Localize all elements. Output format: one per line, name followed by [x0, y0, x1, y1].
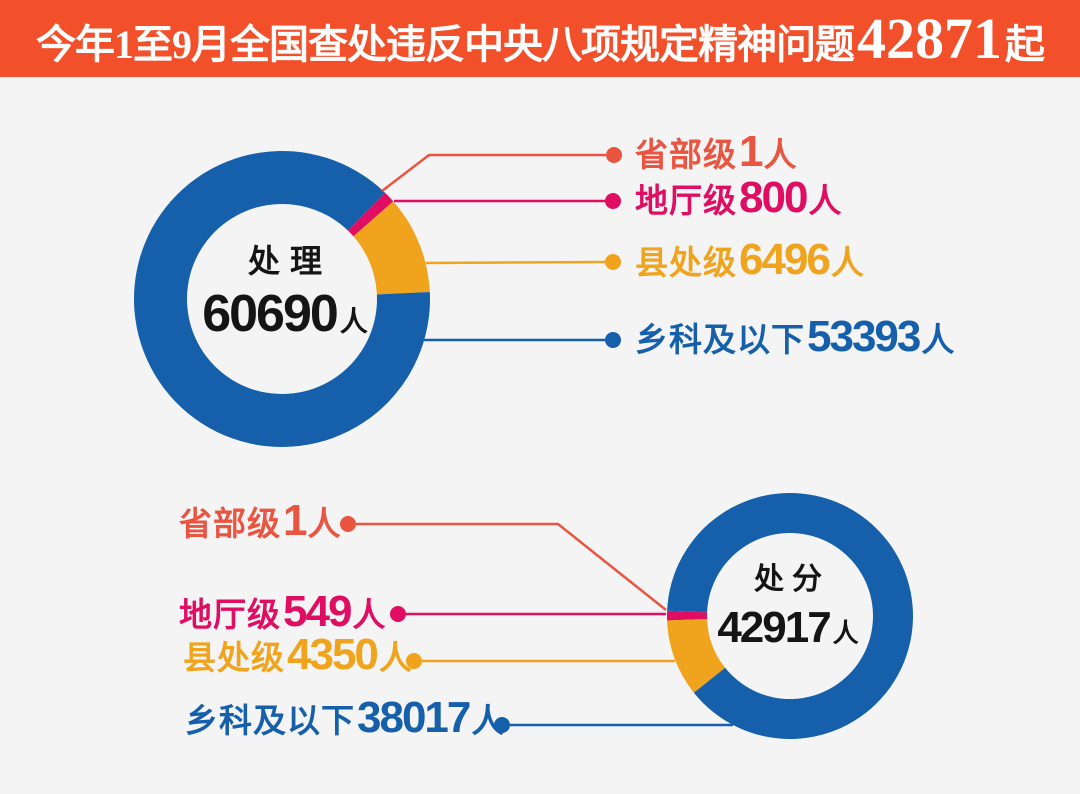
- leader-line-top-shengbuji: [381, 153, 606, 192]
- donut-segment-乡科及以下: [133, 150, 430, 447]
- callout-dot-bottom-shengbuji: [340, 516, 356, 532]
- donut-total-unit: 人: [339, 306, 368, 338]
- callout-unit: 人: [921, 321, 956, 359]
- callout-value: 6496: [739, 235, 831, 285]
- callout-name: 县处级: [183, 639, 285, 677]
- callout-dot-top-xiangke: [605, 332, 621, 348]
- donut-segment-省部级: [667, 610, 708, 613]
- callout-top-ditingji: 地厅级 800 人: [635, 176, 842, 220]
- callout-value: 4350: [287, 630, 379, 680]
- callout-bottom-shengbuji: 省部级 1 人: [179, 499, 341, 543]
- leader-line-bottom-shengbuji: [356, 522, 667, 611]
- callout-name: 乡科及以下: [185, 702, 355, 740]
- callout-bottom-ditingji: 地厅级 549 人: [179, 590, 386, 634]
- donut-total: 60690 人: [202, 288, 368, 340]
- callout-top-xianchuji: 县处级 6496 人: [635, 238, 865, 282]
- callout-dot-bottom-ditingji: [390, 606, 406, 622]
- donut-center-chuli: 处理 60690 人: [202, 242, 368, 340]
- donut-center-chufen: 处分 42917 人: [717, 562, 858, 650]
- donut-chart-chufen: [666, 492, 914, 739]
- callout-value: 53393: [807, 312, 921, 362]
- leader-line-top-xianchuji: [425, 260, 606, 265]
- callout-dot-top-ditingji: [605, 193, 621, 209]
- callout-value: 800: [739, 173, 808, 223]
- callout-top-xiangke: 乡科及以下 53393 人: [635, 315, 955, 359]
- callout-unit: 人: [352, 596, 387, 634]
- callout-dot-bottom-xianchuji: [406, 653, 422, 669]
- donut-segment-地厅级: [348, 192, 394, 237]
- donut-title: 处分: [754, 563, 830, 596]
- banner-title-suffix: 起: [1005, 22, 1045, 67]
- callout-unit: 人: [307, 505, 342, 543]
- callout-unit: 人: [808, 182, 843, 220]
- donut-total-unit: 人: [832, 618, 859, 648]
- callout-unit: 人: [763, 136, 798, 174]
- donut-total: 42917 人: [717, 606, 858, 650]
- callout-value: 1: [739, 127, 764, 177]
- callout-name: 地厅级: [179, 596, 281, 634]
- callout-bottom-xiangke: 乡科及以下 38017 人: [185, 696, 505, 740]
- callout-name: 乡科及以下: [635, 321, 805, 359]
- callout-dot-top-shengbuji: [606, 147, 622, 163]
- callout-value: 549: [283, 587, 352, 637]
- donut-segment-县处级: [353, 201, 430, 295]
- banner-title-text: 今年1至9月全国查处违反中央八项规定精神问题: [36, 22, 855, 67]
- callout-bottom-xianchuji: 县处级 4350 人: [183, 633, 413, 677]
- callout-dot-bottom-xiangke: [494, 717, 510, 733]
- callout-value: 38017: [357, 693, 471, 743]
- donut-segment-乡科及以下: [667, 492, 914, 739]
- donut-total-value: 42917: [717, 603, 831, 652]
- donut-segment-县处级: [667, 619, 726, 693]
- callout-unit: 人: [378, 639, 413, 677]
- callout-unit: 人: [830, 244, 865, 282]
- callout-unit: 人: [471, 702, 506, 740]
- callout-name: 县处级: [635, 244, 737, 282]
- callout-name: 地厅级: [635, 182, 737, 220]
- donut-segment-省部级: [347, 192, 385, 231]
- donut-chart-chuli: [133, 150, 430, 447]
- donut-total-value: 60690: [202, 285, 339, 344]
- callout-name: 省部级: [179, 505, 281, 543]
- banner-title-number: 42871: [857, 6, 1002, 71]
- callout-dot-top-xianchuji: [605, 254, 621, 270]
- callout-value: 1: [283, 496, 308, 546]
- donut-title: 处理: [247, 242, 332, 279]
- callout-top-shengbuji: 省部级 1 人: [635, 130, 797, 174]
- title-banner: 今年1至9月全国查处违反中央八项规定精神问题42871起: [0, 0, 1080, 77]
- callout-name: 省部级: [635, 136, 737, 174]
- donut-segment-地厅级: [666, 610, 708, 621]
